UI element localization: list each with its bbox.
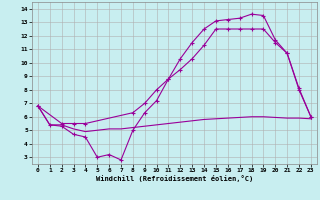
X-axis label: Windchill (Refroidissement éolien,°C): Windchill (Refroidissement éolien,°C) <box>96 175 253 182</box>
